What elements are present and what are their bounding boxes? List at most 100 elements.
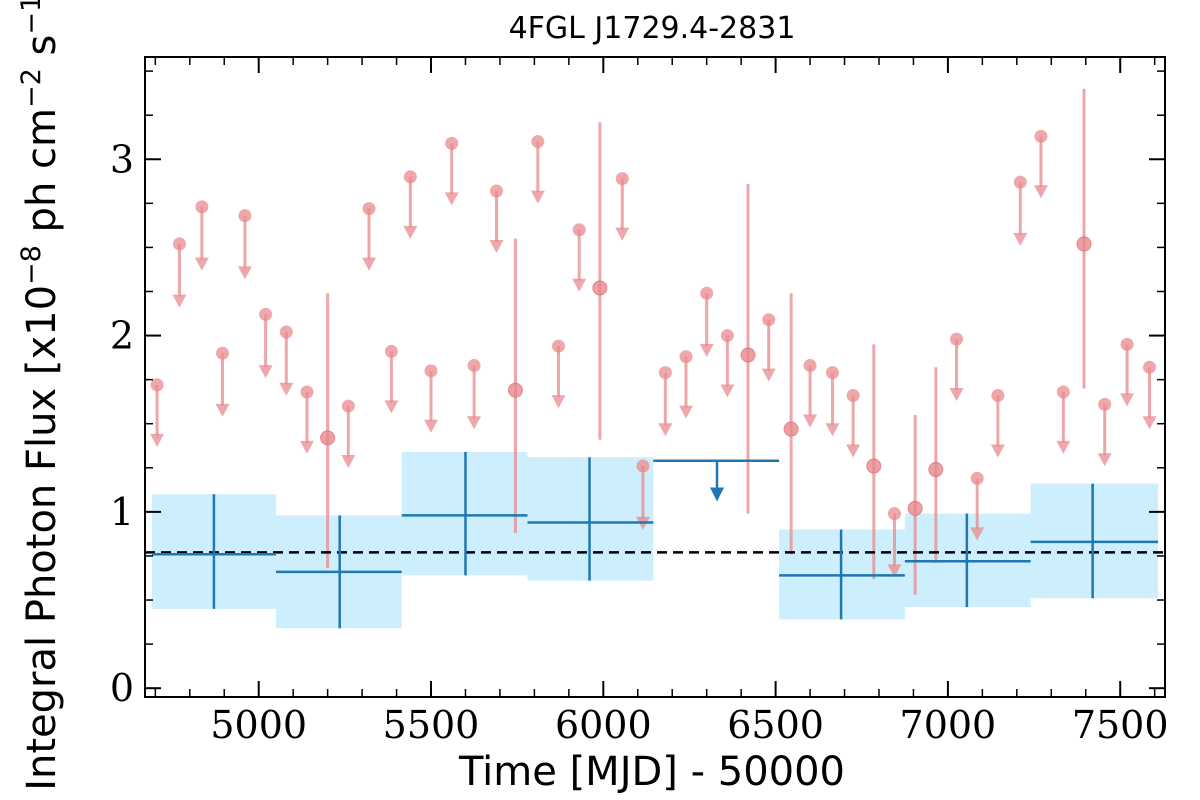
upper-limit-point [403, 170, 417, 184]
upper-limit-arrowhead [215, 403, 230, 417]
upper-limit-arrowhead [424, 419, 439, 433]
upper-limit-arrowhead [572, 278, 587, 292]
upper-limit-point [445, 136, 459, 150]
upper-limit-arrowhead [1033, 185, 1048, 199]
x-tick-label: 5500 [383, 703, 480, 747]
y-axis-label-mid: ph cm [19, 108, 65, 245]
upper-limit-arrowhead [990, 444, 1005, 458]
upper-limit-point [279, 325, 293, 339]
y-axis-label-main: Integral Photon Flux [x10 [19, 285, 65, 791]
y-axis-label: Integral Photon Flux [x10−8 ph cm−2 s−1] [16, 0, 66, 791]
y-axis-label-exp2: −2 [16, 68, 47, 108]
upper-limit-arrowhead [172, 294, 187, 308]
detection-point [1076, 236, 1092, 252]
upper-limit-arrowhead [551, 395, 566, 409]
upper-limit-arrowhead [403, 225, 418, 239]
upper-limit-arrowhead [970, 527, 985, 541]
upper-limit-point [572, 223, 586, 237]
x-tick-label: 5000 [210, 703, 307, 747]
upper-limit-arrowhead [949, 388, 964, 402]
upper-limit-arrowhead [150, 433, 165, 447]
x-tick-label: 6000 [555, 703, 652, 747]
upper-limit-point [762, 313, 776, 327]
upper-limit-point [150, 378, 164, 392]
upper-limit-point [259, 307, 273, 321]
upper-limit-point [991, 389, 1005, 403]
upper-limit-point [1056, 385, 1070, 399]
upper-limit-point [679, 350, 693, 364]
upper-limit-arrowhead [679, 405, 694, 419]
upper-limit-arrowhead [361, 257, 376, 271]
upper-limit-arrowhead [489, 239, 504, 253]
upper-limit-arrowhead [803, 414, 818, 428]
detection-point [507, 382, 523, 398]
upper-limit-arrowhead [467, 416, 482, 430]
upper-limit-point [700, 286, 714, 300]
upper-limit-arrowhead [1013, 232, 1028, 246]
upper-limit-arrowhead [1056, 440, 1071, 454]
upper-limit-point [489, 184, 503, 198]
x-axis-label: Time [MJD] - 50000 [458, 749, 845, 795]
upper-limit-point [846, 389, 860, 403]
upper-limit-point [1142, 360, 1156, 374]
chart-title: 4FGL J1729.4-2831 [509, 11, 796, 46]
upper-limit-arrowhead [1120, 393, 1135, 407]
upper-limit-point [467, 359, 481, 373]
upper-limit-point [658, 366, 672, 380]
upper-limit-arrowhead [658, 423, 673, 437]
detection-point [740, 347, 756, 363]
axis-ticks: 5000 5500 6000 6500 7000 7500 0 1 2 3 [110, 57, 1169, 747]
upper-limit-arrowhead [444, 192, 459, 206]
upper-limit-arrowhead [825, 423, 840, 437]
upper-limit-point [531, 135, 545, 149]
upper-limit-point [970, 471, 984, 485]
upper-limit-arrowhead [299, 440, 314, 454]
upper-limit-point [825, 366, 839, 380]
y-axis-label-s: s [19, 35, 65, 69]
upper-limit-arrowhead [720, 384, 735, 398]
upper-limit-point [424, 364, 438, 378]
upper-limit-point [1013, 175, 1027, 189]
x-tick-label: 7000 [900, 703, 997, 747]
detection-point [592, 280, 608, 296]
upper-limit-point [950, 332, 964, 346]
upper-limit-arrowhead [761, 368, 776, 382]
upper-limit-point [552, 339, 566, 353]
y-axis-label-exp1: −8 [16, 245, 47, 285]
y-tick-label: 0 [110, 666, 134, 710]
upper-limit-point [1098, 397, 1112, 411]
upper-limit-point [172, 237, 186, 251]
upper-limit-point [216, 346, 230, 360]
upper-limit-point [300, 385, 314, 399]
x-tick-label: 6500 [727, 703, 824, 747]
x-tick-label: 7500 [1072, 703, 1169, 747]
upper-limit-arrowhead [237, 266, 252, 280]
detection-point [907, 500, 923, 516]
upper-limit-point [720, 329, 734, 343]
upper-limit-point [615, 172, 629, 186]
upper-limit-arrowhead [1097, 453, 1112, 467]
upper-limit-arrowhead [530, 190, 545, 204]
upper-limit-point [803, 359, 817, 373]
plot-frame [144, 56, 1166, 698]
upper-limit-point [362, 202, 376, 216]
detection-point [928, 462, 944, 478]
upper-limit-arrowhead [194, 257, 209, 271]
long-bin-ul-arrowhead [710, 487, 725, 502]
upper-limit-arrowhead [887, 564, 902, 578]
upper-limit-arrowhead [615, 227, 630, 241]
y-tick-label: 2 [110, 314, 134, 358]
upper-limit-point [887, 507, 901, 521]
upper-limit-arrowhead [846, 444, 861, 458]
detection-point [866, 458, 882, 474]
upper-limit-point [1120, 337, 1134, 351]
upper-limit-arrowhead [341, 455, 356, 469]
upper-limit-point [341, 399, 355, 413]
detection-point [320, 430, 336, 446]
upper-limit-arrowhead [1142, 416, 1157, 430]
y-axis-label-exp3: −1 [16, 0, 47, 35]
upper-limit-arrowhead [258, 365, 273, 379]
upper-limit-arrowhead [384, 400, 399, 414]
upper-limit-arrowhead [279, 382, 294, 396]
